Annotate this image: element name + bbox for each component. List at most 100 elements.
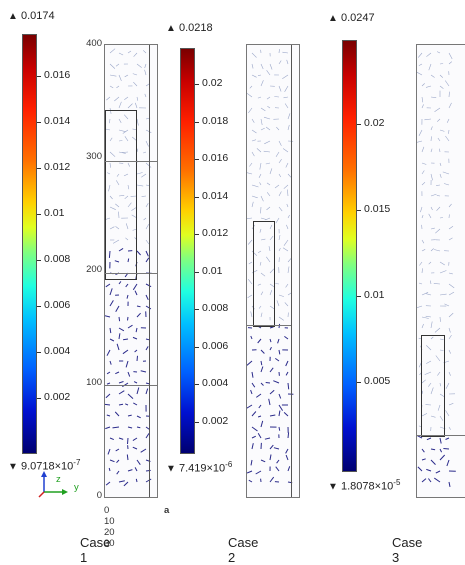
velocity-arrow (419, 262, 422, 266)
colorbar-tick-mark (195, 197, 199, 198)
velocity-arrow (117, 344, 119, 350)
velocity-arrow (108, 449, 110, 454)
velocity-arrow (105, 404, 110, 405)
case-1-domain (104, 44, 158, 498)
velocity-arrow (252, 185, 259, 187)
case-1-insert-outline (105, 110, 137, 280)
velocity-arrow (119, 281, 121, 284)
colorbar-tick-label: 0.004 (202, 377, 228, 389)
velocity-arrow (270, 390, 274, 394)
velocity-arrow (256, 394, 261, 397)
velocity-arrow (249, 163, 252, 167)
velocity-arrow (288, 125, 289, 130)
colorbar-tick-label: 0.002 (44, 391, 70, 403)
velocity-arrow (431, 136, 432, 141)
velocity-arrow (137, 185, 143, 186)
velocity-arrow (261, 367, 263, 373)
velocity-arrow (109, 468, 110, 471)
velocity-arrow (275, 358, 279, 361)
velocity-arrow (135, 291, 137, 295)
velocity-arrow (417, 306, 422, 308)
velocity-arrow (247, 218, 252, 219)
velocity-arrow (110, 64, 115, 69)
velocity-arrow (270, 327, 274, 328)
case-2-interface-line (247, 325, 291, 326)
velocity-arrow (143, 152, 146, 153)
velocity-arrow (270, 168, 272, 174)
velocity-arrow (276, 467, 279, 471)
case-1-max-label: ▲ 0.0174 (8, 10, 55, 22)
velocity-arrow (261, 80, 263, 86)
velocity-arrow (422, 171, 424, 175)
velocity-arrow (107, 415, 110, 416)
velocity-arrow (449, 92, 450, 97)
colorbar-tick-mark (37, 122, 41, 123)
velocity-arrow (127, 295, 128, 299)
colorbar-tick-label: 0.016 (44, 69, 70, 81)
colorbar-tick-label: 0.014 (202, 190, 228, 202)
velocity-arrow (437, 119, 440, 122)
colorbar-tick-label: 0.02 (202, 77, 222, 89)
velocity-arrow (286, 372, 288, 375)
velocity-arrow (133, 403, 137, 405)
colorbar-tick-mark (37, 168, 41, 169)
velocity-arrow (282, 52, 288, 53)
triad-x-label: y (74, 482, 79, 493)
velocity-arrow (133, 447, 137, 449)
velocity-arrow (283, 149, 288, 153)
velocity-arrow (279, 295, 284, 297)
colorbar-tick-mark (195, 272, 199, 273)
case-3-insert-outline (421, 335, 445, 437)
velocity-arrow (128, 325, 133, 328)
y-axis-tick-label: 300 (82, 151, 102, 162)
velocity-arrow (252, 75, 257, 77)
velocity-arrow (137, 416, 141, 418)
velocity-arrow (285, 86, 288, 92)
velocity-arrow (426, 53, 431, 57)
velocity-arrow (449, 292, 454, 295)
velocity-arrow (449, 403, 453, 405)
velocity-arrow (257, 148, 261, 152)
velocity-arrow (431, 149, 432, 152)
velocity-arrow (273, 381, 279, 383)
velocity-arrow (127, 455, 128, 461)
colorbar-tick-mark (195, 234, 199, 235)
velocity-arrow (435, 328, 440, 332)
max-marker-icon: ▲ (166, 23, 176, 34)
case-2-max-label: ▲ 0.0218 (166, 22, 213, 34)
velocity-arrow (110, 49, 115, 53)
velocity-arrow (422, 163, 426, 165)
velocity-arrow (284, 412, 288, 416)
case-2-min-label: ▼ 7.419×10-6 (166, 460, 232, 475)
velocity-arrow (422, 268, 423, 273)
velocity-arrow (431, 174, 433, 180)
velocity-arrow (279, 394, 281, 399)
velocity-arrow (264, 117, 270, 119)
y-axis-tick-label: 0 (82, 490, 102, 501)
velocity-arrow (146, 346, 148, 350)
velocity-arrow (128, 438, 129, 444)
velocity-arrow (252, 64, 253, 69)
velocity-arrow (422, 324, 424, 328)
velocity-arrow (440, 317, 441, 322)
velocity-arrow (251, 460, 252, 465)
velocity-arrow (449, 130, 450, 134)
velocity-arrow (288, 215, 290, 218)
case-3-max-value: 0.0247 (341, 12, 375, 24)
velocity-arrow (278, 339, 279, 343)
colorbar-tick-mark (357, 296, 361, 297)
velocity-arrow (440, 271, 446, 274)
velocity-arrow (275, 284, 279, 285)
velocity-arrow (115, 412, 119, 416)
velocity-arrow (279, 235, 280, 240)
velocity-arrow (106, 394, 110, 398)
velocity-arrow (282, 75, 288, 79)
velocity-arrow (449, 350, 451, 354)
velocity-arrow (119, 481, 125, 482)
min-marker-icon: ▼ (8, 462, 18, 473)
velocity-arrow (135, 103, 137, 108)
velocity-arrow (422, 240, 424, 243)
velocity-arrow (422, 182, 425, 185)
velocity-arrow (284, 97, 289, 98)
velocity-arrow (137, 356, 138, 361)
